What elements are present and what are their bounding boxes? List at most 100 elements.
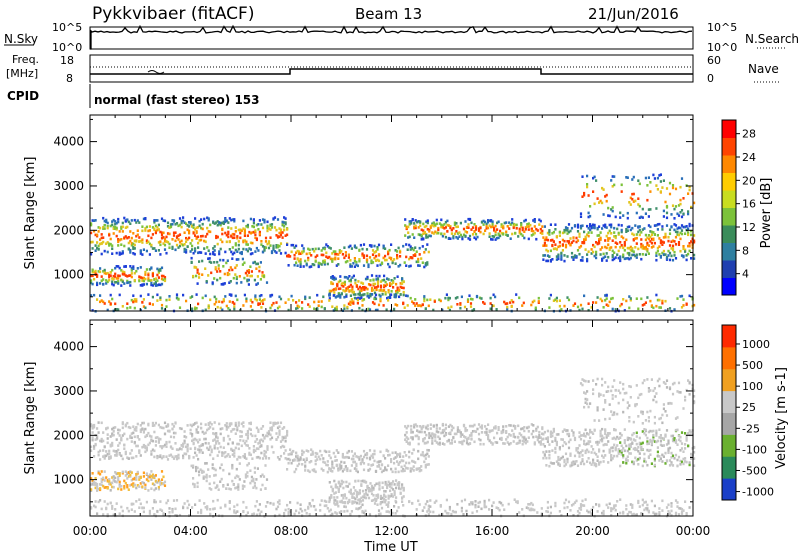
echo-cell: [120, 505, 123, 509]
echo-cell: [162, 219, 165, 222]
echo-cell: [209, 298, 212, 302]
echo-cell: [248, 447, 251, 450]
echo-cell: [254, 440, 257, 443]
echo-cell: [598, 448, 601, 451]
echo-cell: [396, 291, 399, 294]
echo-cell: [679, 237, 682, 241]
echo-cell: [150, 439, 153, 442]
echo-cell: [248, 230, 251, 234]
echo-cell: [649, 235, 652, 239]
echo-cell: [302, 450, 305, 454]
echo-cell: [171, 509, 174, 512]
echo-cell: [361, 252, 364, 256]
echo-cell: [671, 439, 675, 443]
echo-cell: [130, 242, 133, 245]
echo-cell: [165, 251, 168, 255]
echo-cell: [424, 264, 427, 267]
echo-cell: [189, 432, 192, 435]
echo-cell: [337, 257, 340, 260]
echo-cell: [429, 226, 432, 229]
echo-cell: [656, 454, 659, 458]
echo-cell: [443, 223, 446, 226]
echo-cell: [479, 230, 482, 234]
echo-cell: [640, 442, 643, 446]
echo-cell: [605, 434, 608, 437]
echo-cell: [111, 252, 114, 255]
echo-cell: [236, 510, 239, 513]
echo-cell: [363, 480, 366, 484]
echo-cell: [644, 238, 647, 242]
echo-cell: [331, 257, 334, 261]
echo-cell: [502, 430, 505, 434]
echo-cell: [263, 249, 266, 252]
echo-cell: [667, 451, 670, 454]
echo-cell: [242, 510, 245, 513]
echo-cell: [206, 232, 209, 236]
echo-cell: [573, 460, 577, 464]
echo-cell: [477, 437, 481, 441]
echo-cell: [688, 249, 691, 253]
echo-cell: [258, 512, 261, 516]
echo-cell: [383, 289, 386, 292]
echo-cell: [218, 250, 221, 253]
echo-cell: [401, 277, 404, 281]
echo-cell: [561, 231, 564, 235]
echo-cell: [512, 226, 515, 230]
echo-cell: [109, 435, 112, 438]
echo-cell: [97, 450, 100, 454]
echo-cell: [147, 479, 150, 483]
echo-cell: [658, 306, 661, 309]
echo-cell: [664, 451, 667, 455]
echo-cell: [178, 513, 182, 517]
echo-cell: [278, 513, 281, 517]
echo-cell: [133, 435, 136, 439]
echo-cell: [276, 500, 280, 504]
echo-cell: [239, 236, 242, 240]
echo-cell: [391, 470, 394, 474]
echo-cell: [619, 257, 622, 260]
echo-cell: [586, 174, 589, 178]
echo-cell: [215, 234, 218, 238]
echo-cell: [665, 257, 669, 260]
echo-cell: [474, 226, 478, 230]
echo-cell: [584, 449, 587, 453]
echo-cell: [403, 261, 406, 264]
echo-cell: [338, 251, 341, 254]
echo-cell: [448, 296, 451, 300]
echo-cell: [590, 445, 593, 448]
echo-cell: [449, 423, 452, 427]
y-tick-label: 1000: [53, 268, 84, 282]
echo-cell: [94, 244, 97, 247]
echo-cell: [372, 288, 375, 292]
echo-cell: [679, 202, 682, 206]
echo-cell: [192, 251, 195, 255]
echo-cell: [564, 429, 568, 433]
echo-cell: [156, 284, 159, 287]
echo-cell: [385, 449, 388, 452]
echo-cell: [389, 485, 392, 488]
echo-cell: [533, 441, 536, 444]
echo-cell: [135, 444, 138, 448]
echo-cell: [586, 233, 589, 236]
echo-cell: [156, 273, 159, 277]
echo-cell: [539, 436, 542, 439]
echo-cell: [467, 237, 470, 240]
echo-cell: [174, 507, 177, 511]
echo-cell: [470, 431, 473, 435]
echo-cell: [602, 213, 605, 216]
echo-cell: [286, 243, 289, 246]
echo-cell: [361, 282, 365, 285]
echo-cell: [148, 268, 151, 271]
echo-cell: [418, 467, 421, 470]
echo-cell: [192, 231, 195, 235]
echo-cell: [105, 279, 108, 282]
echo-cell: [162, 514, 165, 517]
echo-cell: [509, 223, 512, 226]
echo-cell: [592, 176, 595, 180]
echo-cell: [688, 463, 691, 467]
echo-cell: [323, 261, 326, 264]
echo-cell: [376, 482, 380, 485]
echo-cell: [558, 458, 561, 461]
echo-cell: [100, 236, 103, 240]
echo-cell: [628, 201, 631, 204]
